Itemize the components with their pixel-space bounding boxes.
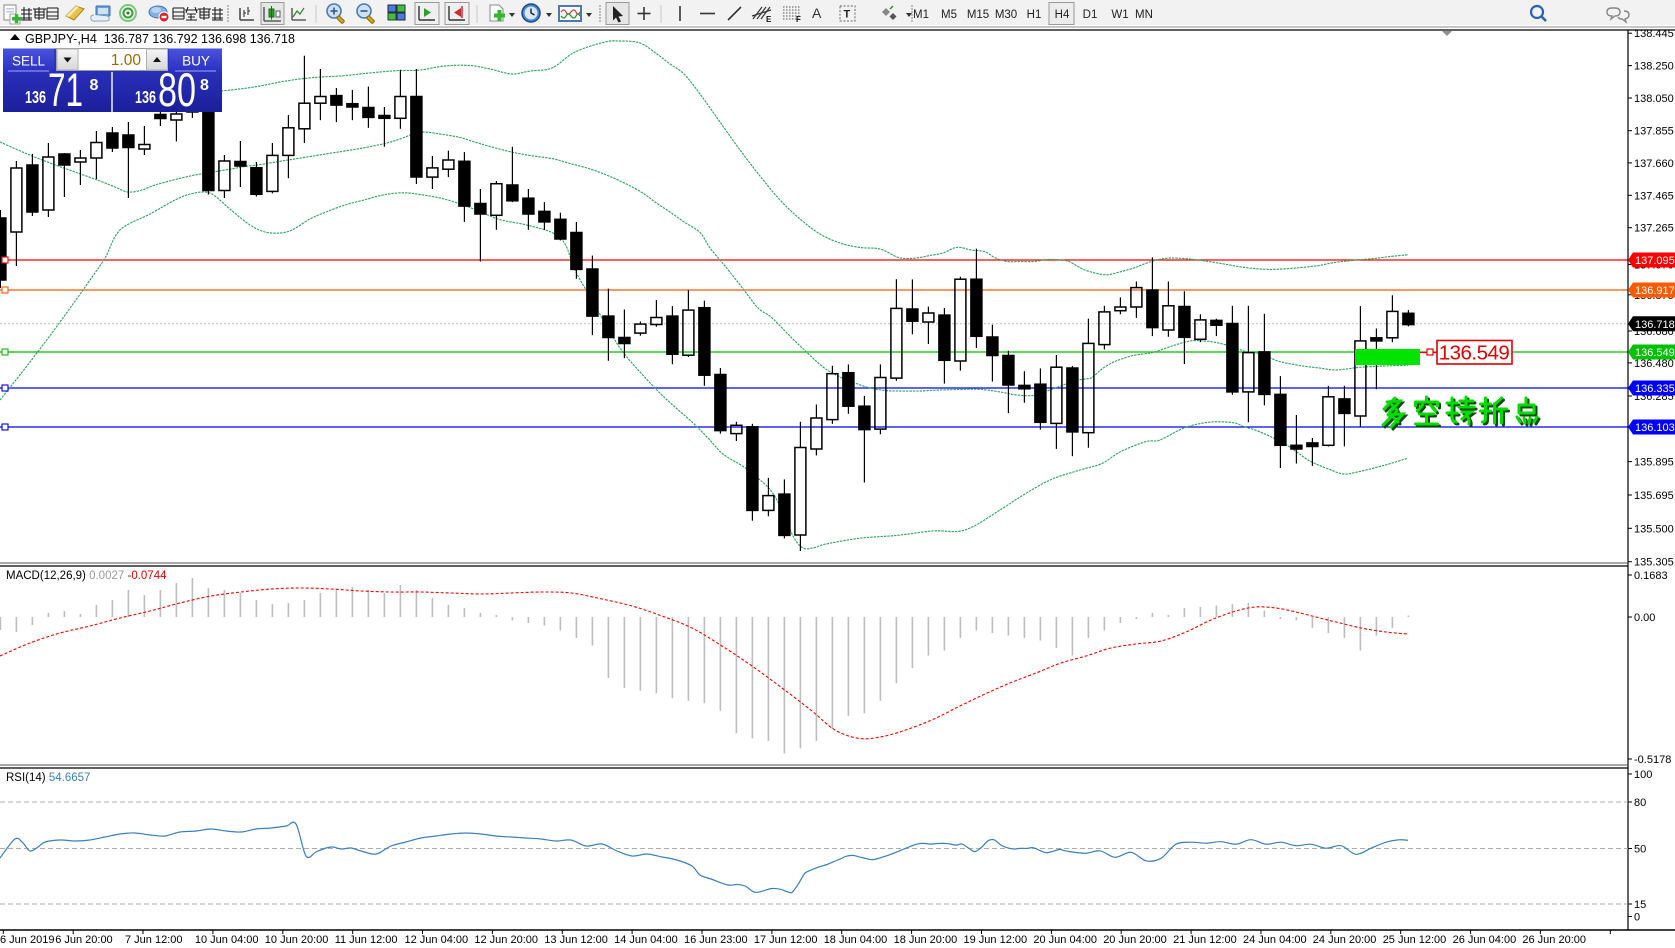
svg-text:135.895: 135.895 [1634,457,1674,469]
svg-text:0.1683: 0.1683 [1634,570,1668,582]
svg-text:100: 100 [1634,769,1652,781]
svg-text:8: 8 [90,77,99,94]
svg-text:20 Jun 20:00: 20 Jun 20:00 [1103,934,1167,946]
svg-text:138.050: 138.050 [1634,93,1674,105]
svg-text:137.265: 137.265 [1634,223,1674,235]
svg-text:138.250: 138.250 [1634,61,1674,73]
svg-text:M5: M5 [941,9,957,21]
svg-text:1.00: 1.00 [111,52,142,69]
svg-text:21 Jun 12:00: 21 Jun 12:00 [1173,934,1237,946]
svg-text:A: A [812,5,822,21]
svg-text:14 Jun 04:00: 14 Jun 04:00 [614,934,678,946]
svg-text:12 Jun 20:00: 12 Jun 20:00 [474,934,538,946]
svg-text:17 Jun 12:00: 17 Jun 12:00 [754,934,818,946]
svg-text:11 Jun 12:00: 11 Jun 12:00 [335,934,398,946]
svg-text:13 Jun 12:00: 13 Jun 12:00 [544,934,608,946]
svg-text:135.500: 135.500 [1634,523,1674,535]
svg-text:135.695: 135.695 [1634,490,1674,502]
svg-text:136.480: 136.480 [1634,358,1674,370]
svg-text:6 Jun 2019: 6 Jun 2019 [0,934,54,946]
svg-text:136: 136 [25,87,46,107]
svg-text:H1: H1 [1027,9,1042,21]
svg-text:BUY: BUY [182,54,210,69]
svg-text:26 Jun 20:00: 26 Jun 20:00 [1522,934,1586,946]
svg-text:136.917: 136.917 [1635,285,1675,297]
svg-text:136.549: 136.549 [1439,342,1510,365]
svg-text:80: 80 [1634,797,1646,809]
svg-text:135.305: 135.305 [1634,557,1674,569]
svg-text:15: 15 [1634,899,1646,911]
svg-text:138.445: 138.445 [1634,28,1674,40]
svg-text:26 Jun 04:00: 26 Jun 04:00 [1453,934,1517,946]
svg-text:18 Jun 04:00: 18 Jun 04:00 [824,934,888,946]
svg-text:80: 80 [158,63,196,116]
svg-text:T: T [844,9,851,21]
svg-text:M15: M15 [967,9,989,21]
svg-text:E: E [766,15,772,24]
svg-text:137.855: 137.855 [1634,126,1674,138]
svg-text:18 Jun 20:00: 18 Jun 20:00 [894,934,958,946]
svg-text:136.549: 136.549 [1635,347,1675,359]
svg-text:137.095: 137.095 [1635,255,1675,267]
svg-text:24 Jun 04:00: 24 Jun 04:00 [1243,934,1307,946]
svg-text:137.465: 137.465 [1634,190,1674,202]
svg-text:8: 8 [200,77,209,94]
svg-text:50: 50 [1634,844,1646,856]
svg-text:19 Jun 12:00: 19 Jun 12:00 [964,934,1028,946]
svg-text:W1: W1 [1111,9,1128,21]
svg-text:6 Jun 20:00: 6 Jun 20:00 [55,934,112,946]
svg-text:SELL: SELL [12,54,46,69]
svg-text:12 Jun 04:00: 12 Jun 04:00 [405,934,469,946]
svg-text:10 Jun 20:00: 10 Jun 20:00 [265,934,329,946]
svg-text:16 Jun 23:00: 16 Jun 23:00 [684,934,748,946]
svg-text:136: 136 [135,87,156,107]
svg-text:M30: M30 [995,9,1017,21]
svg-text:136.335: 136.335 [1635,383,1675,395]
svg-text:7 Jun 12:00: 7 Jun 12:00 [125,934,183,946]
svg-text:24 Jun 20:00: 24 Jun 20:00 [1313,934,1377,946]
svg-text:RSI(14) 54.6657: RSI(14) 54.6657 [6,772,90,784]
svg-text:136.103: 136.103 [1635,422,1675,434]
svg-text:136.718: 136.718 [1635,319,1675,331]
svg-text:MACD(12,26,9) 0.0027 -0.0744: MACD(12,26,9) 0.0027 -0.0744 [6,570,167,582]
svg-text:0.00: 0.00 [1634,612,1655,624]
svg-text:10 Jun 04:00: 10 Jun 04:00 [195,934,259,946]
svg-text:MN: MN [1135,9,1153,21]
svg-text:137.660: 137.660 [1634,158,1674,170]
svg-text:F: F [796,15,801,24]
svg-text:-0.5178: -0.5178 [1634,754,1671,766]
svg-text:D1: D1 [1083,9,1098,21]
svg-text:GBPJPY-,H4 136.787 136.792 13: GBPJPY-,H4 136.787 136.792 136.698 136.7… [25,32,295,46]
svg-text:25 Jun 12:00: 25 Jun 12:00 [1383,934,1447,946]
svg-text:0: 0 [1634,912,1640,924]
svg-text:M1: M1 [913,9,929,21]
svg-text:20 Jun 04:00: 20 Jun 04:00 [1033,934,1097,946]
svg-text:H4: H4 [1055,9,1070,21]
svg-text:71: 71 [48,63,83,116]
